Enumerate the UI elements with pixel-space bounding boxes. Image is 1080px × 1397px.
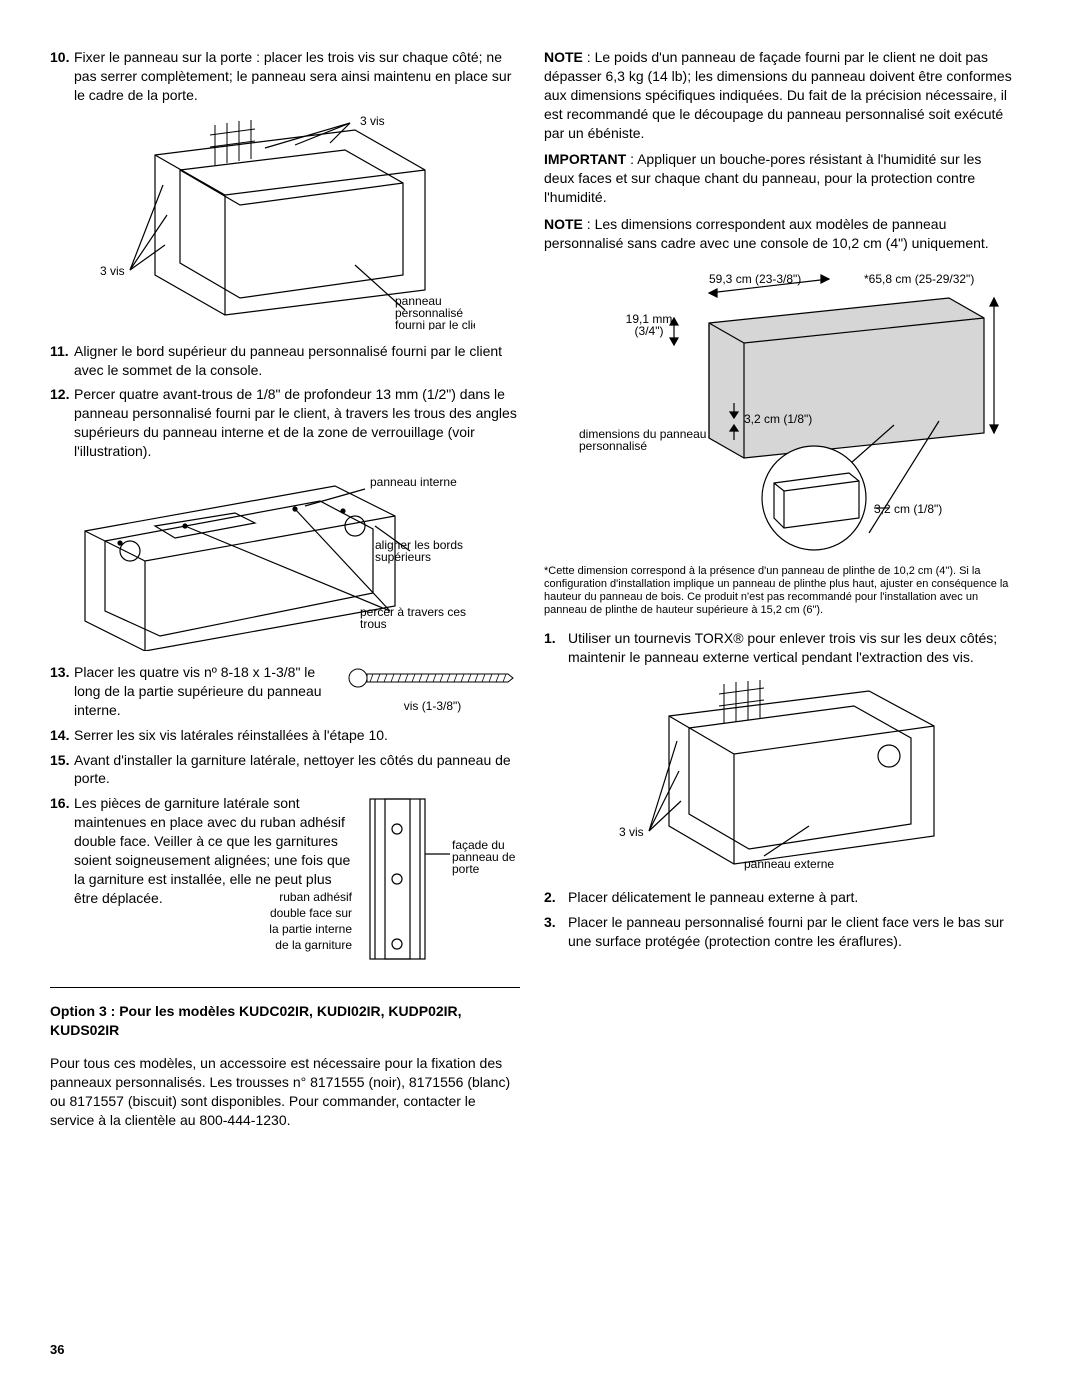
fig-label: panneau externe [744, 857, 834, 871]
step-number: 1. [544, 629, 568, 667]
step-text: Avant d'installer la garniture latérale,… [74, 751, 520, 789]
figure-inner-panel: panneau interne aligner les bordssupérie… [50, 471, 520, 651]
fig-label: percer à travers cestrous [360, 605, 466, 631]
step-number: 14. [50, 726, 74, 745]
step-text: Aligner le bord supérieur du panneau per… [74, 342, 520, 380]
important-text: IMPORTANT : Appliquer un bouche-pores ré… [544, 150, 1014, 207]
step-text: Serrer les six vis latérales réinstallée… [74, 726, 520, 745]
fig-label: panneau interne [370, 475, 457, 489]
step-number: 10. [50, 48, 74, 105]
fig-label: vis (1-3/8") [345, 698, 520, 714]
fig-label: ruban adhésifdouble face surla partie in… [252, 889, 352, 954]
step-text: Placer le panneau personnalisé fourni pa… [568, 913, 1014, 951]
option3-heading: Option 3 : Pour les modèles KUDC02IR, KU… [50, 1002, 520, 1040]
left-column: 10. Fixer le panneau sur la porte : plac… [50, 48, 520, 1377]
note-text: NOTE : Le poids d'un panneau de façade f… [544, 48, 1014, 142]
step-text: Placer les quatre vis nº 8-18 x 1-3/8" l… [74, 663, 335, 720]
step-number: 11. [50, 342, 74, 380]
fig-label: panneaupersonnaliséfourni par le client [395, 294, 475, 330]
fig-label: 3 vis [100, 264, 125, 278]
step-text: Placer délicatement le panneau externe à… [568, 888, 1014, 907]
step-text: Percer quatre avant-trous de 1/8" de pro… [74, 385, 520, 461]
step-number: 16. [50, 794, 74, 953]
figure-screw: vis (1-3/8") [345, 663, 520, 714]
fig-label: façade dupanneau deporte [452, 838, 516, 876]
footnote: *Cette dimension correspond à la présenc… [544, 565, 1014, 618]
separator [50, 987, 520, 988]
dim-label: 59,3 cm (23-3/8") [709, 272, 801, 286]
step-number: 2. [544, 888, 568, 907]
option3-body: Pour tous ces modèles, un accessoire est… [50, 1054, 520, 1130]
figure-trim: façade dupanneau deporte [360, 794, 520, 969]
step-number: 15. [50, 751, 74, 789]
dim-label: 19,1 mm(3/4") [626, 312, 673, 338]
step-text: Utiliser un tournevis TORX® pour enlever… [568, 629, 1014, 667]
step-number: 3. [544, 913, 568, 951]
fig-label: aligner les bordssupérieurs [375, 538, 463, 564]
page-number: 36 [50, 1342, 64, 1357]
step-text: Les pièces de garniture latérale sont ma… [74, 794, 352, 953]
figure-dimensions: 59,3 cm (23-3/8") *65,8 cm (25-29/32") 1… [544, 263, 1014, 553]
fig-label: 3 vis [619, 825, 644, 839]
step-text: Fixer le panneau sur la porte : placer l… [74, 48, 520, 105]
figure-external-panel: 3 vis panneau externe [544, 676, 1014, 876]
right-column: NOTE : Le poids d'un panneau de façade f… [544, 48, 1014, 1377]
note-text: NOTE : Les dimensions correspondent aux … [544, 215, 1014, 253]
dim-label: 3,2 cm (1/8") [874, 502, 942, 516]
fig-label: 3 vis [360, 115, 385, 128]
step-number: 12. [50, 385, 74, 461]
dim-label: dimensions du panneaupersonnalisé [579, 427, 706, 453]
dim-label: *65,8 cm (25-29/32") [864, 272, 974, 286]
dim-label: 3,2 cm (1/8") [744, 412, 812, 426]
figure-door-panel: 3 vis 3 vis panneaupersonnaliséfourni pa… [50, 115, 520, 330]
step-number: 13. [50, 663, 74, 720]
